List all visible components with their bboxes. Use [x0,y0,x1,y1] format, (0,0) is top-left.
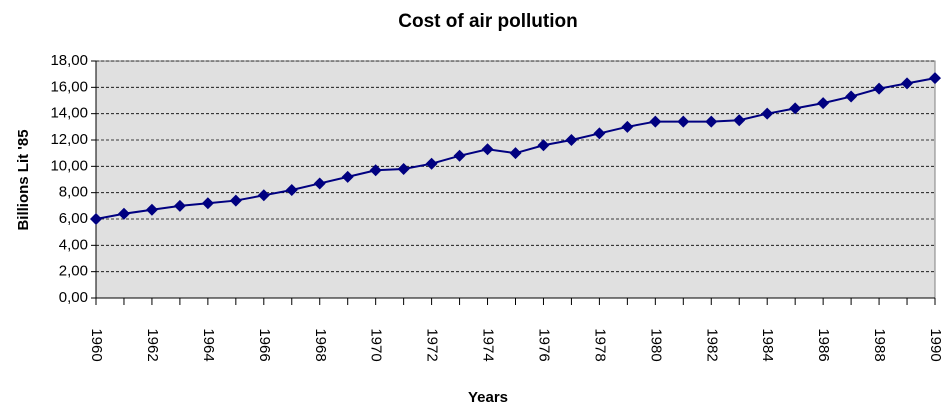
x-tick-label: 1968 [312,328,329,361]
marker [649,115,662,128]
marker [117,207,130,220]
y-tick-label: 4,00 [59,236,88,253]
x-tick-label: 1970 [368,328,385,361]
y-tick-label: 8,00 [59,184,88,201]
x-tick-label: 1980 [647,328,664,361]
x-tick-label: 1966 [256,328,273,361]
plot-area [95,60,936,299]
x-tick-label: 1964 [200,328,217,361]
x-tick-label: 1974 [480,328,497,361]
marker [789,102,802,115]
marker [873,82,886,95]
y-tick-label: 6,00 [59,210,88,227]
x-tick-label: 1972 [424,328,441,361]
marker [677,115,690,128]
marker [565,134,578,146]
x-tick-label: 1962 [144,328,161,361]
marker [201,197,214,210]
y-tick-label: 14,00 [50,105,88,122]
marker [229,194,242,207]
marker [733,114,746,127]
marker [817,97,830,110]
marker [705,115,718,128]
marker [369,164,382,177]
marker [845,90,858,103]
marker [397,162,410,175]
marker [593,127,606,140]
marker [341,170,354,183]
x-tick-label: 1988 [871,328,888,361]
marker [901,77,914,90]
marker [425,157,438,170]
y-tick-label: 16,00 [50,78,88,95]
marker [285,184,298,197]
marker [621,120,634,133]
x-tick-label: 1960 [88,328,105,361]
y-tick-label: 2,00 [59,263,88,280]
x-tick-label: 1986 [815,328,832,361]
y-tick-label: 10,00 [50,157,88,174]
marker [929,72,941,85]
marker [145,203,158,216]
marker [453,149,466,162]
y-axis-label: Billions Lit '85 [15,129,32,230]
marker [761,107,774,120]
marker [257,189,270,202]
y-tick-label: 12,00 [50,131,88,148]
chart-title: Cost of air pollution [398,11,577,32]
marker [90,213,102,225]
x-tick-label: 1984 [759,328,776,361]
x-tick-label: 1976 [535,328,552,361]
x-tick-label: 1982 [703,328,720,361]
y-tick-label: 18,00 [50,52,88,69]
marker [537,139,550,152]
x-axis-label: Years [468,389,508,406]
x-tick-label: 1978 [591,328,608,361]
marker [313,177,326,190]
y-tick-label: 0,00 [59,289,88,306]
marker [173,199,186,212]
marker [509,147,522,160]
marker [481,143,494,156]
x-tick-label: 1990 [927,328,944,361]
